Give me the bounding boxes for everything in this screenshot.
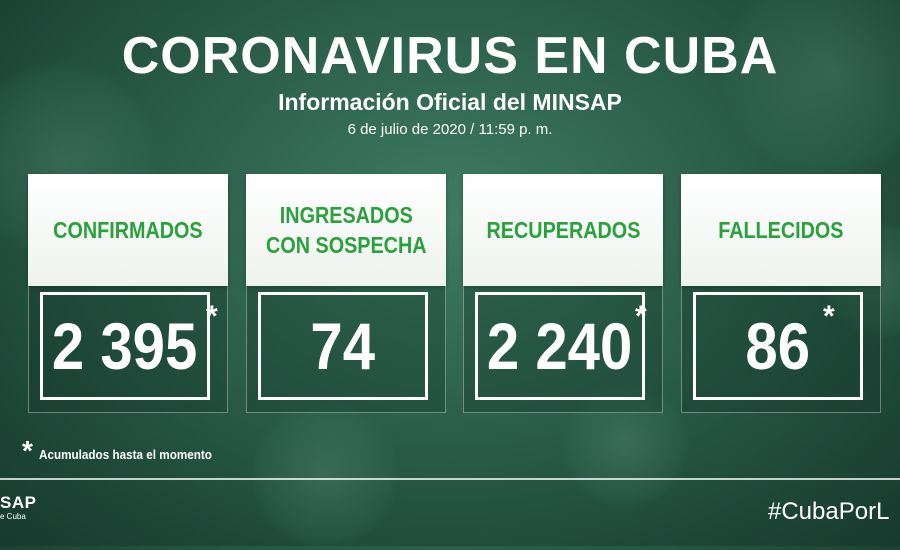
virus-background-decoration <box>250 400 400 550</box>
card-label-line: CON SOSPECHA <box>265 232 427 258</box>
card-label: CONFIRMADOS <box>53 217 203 243</box>
stat-card-ingresados: INGRESADOS CON SOSPECHA 74 <box>246 174 446 414</box>
stat-value: 2 395 <box>52 309 198 383</box>
card-label: INGRESADOS CON SOSPECHA <box>266 200 426 260</box>
card-body <box>463 286 663 413</box>
logo-sub-text: e Cuba <box>0 512 26 521</box>
logo-main-text: SAP <box>0 493 37 512</box>
value-box: 86 <box>693 292 863 400</box>
card-body <box>246 286 446 413</box>
card-header: FALLECIDOS <box>681 174 881 286</box>
card-label-line: INGRESADOS <box>279 202 413 228</box>
footnote-text: Acumulados hasta el momento <box>38 447 212 462</box>
hashtag: #CubaPorL <box>768 498 890 525</box>
stat-card-confirmados: CONFIRMADOS 2 395 * <box>28 174 228 414</box>
card-label: RECUPERADOS <box>486 217 640 243</box>
stat-card-fallecidos: FALLECIDOS 86 * <box>681 174 881 414</box>
stat-value: 2 240 <box>487 309 633 383</box>
asterisk-mark: * <box>635 300 647 333</box>
stat-value: 86 <box>745 309 811 383</box>
stat-card-recuperados: RECUPERADOS 2 240 * <box>463 174 663 414</box>
value-box: 2 395 <box>40 292 210 400</box>
card-header: RECUPERADOS <box>463 174 663 286</box>
footnote-asterisk: * <box>22 435 33 466</box>
asterisk-mark: * <box>823 300 835 333</box>
asterisk-mark: * <box>206 300 218 333</box>
virus-background-decoration <box>560 380 690 510</box>
stat-value: 74 <box>310 309 376 383</box>
value-box: 2 240 <box>475 292 645 400</box>
card-header: CONFIRMADOS <box>28 174 228 286</box>
report-date: 6 de julio de 2020 / 11:59 p. m. <box>347 121 553 138</box>
card-body <box>28 286 228 413</box>
card-header: INGRESADOS CON SOSPECHA <box>246 174 446 286</box>
value-box: 74 <box>258 292 428 400</box>
card-label: FALLECIDOS <box>718 217 844 243</box>
footer-divider <box>0 478 900 480</box>
page-title: CORONAVIRUS EN CUBA <box>121 27 779 85</box>
card-body <box>681 286 881 413</box>
footnote: * Acumulados hasta el momento <box>22 435 231 470</box>
page-subtitle: Información Oficial del MINSAP <box>278 89 622 115</box>
minsap-logo: SAP e Cuba <box>0 494 48 534</box>
